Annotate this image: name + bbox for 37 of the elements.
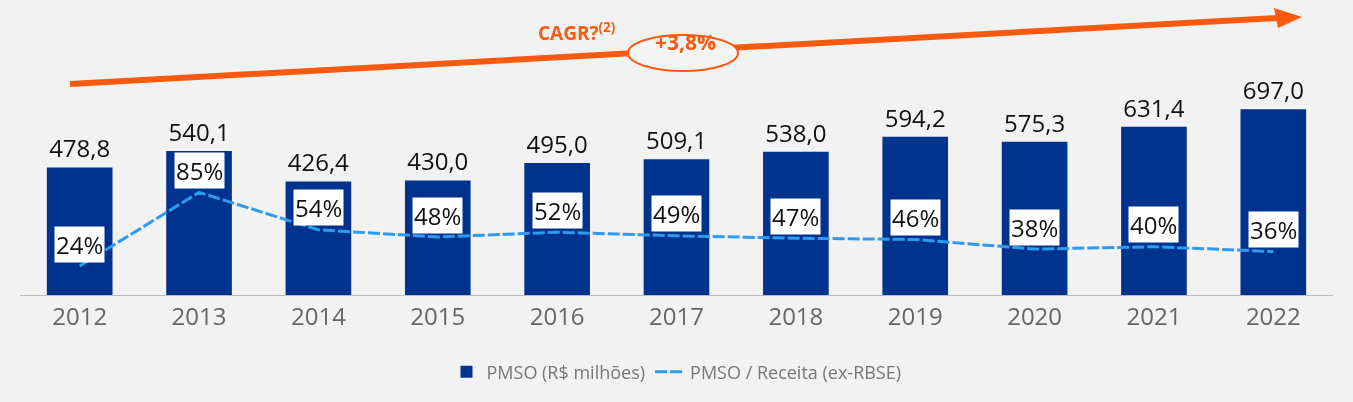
x-tick-label: 2018 xyxy=(768,298,824,332)
data-label: 24% xyxy=(56,228,104,261)
x-tick-label: 2014 xyxy=(290,298,347,332)
x-tick-label: 2020 xyxy=(1007,298,1063,332)
x-tick-label: 2019 xyxy=(887,298,943,332)
data-label: 46% xyxy=(892,201,940,234)
data-label: 47% xyxy=(772,200,820,233)
data-label: 540,1 xyxy=(168,115,230,149)
data-label: 36% xyxy=(1250,213,1298,246)
text: +3,8% xyxy=(655,28,717,56)
legend-label: PMSO / Receita (ex-RBSE) xyxy=(690,359,902,384)
data-label: 509,1 xyxy=(645,123,708,157)
legend-label: PMSO (R$ milhões) xyxy=(486,359,646,384)
data-label: 495,0 xyxy=(526,127,588,161)
data-label: 48% xyxy=(414,199,462,232)
data-label: 631,4 xyxy=(1123,90,1185,124)
x-tick-label: 2013 xyxy=(171,298,227,332)
data-label: 594,2 xyxy=(884,100,946,134)
x-tick-label: 2016 xyxy=(529,298,585,332)
data-label: 697,0 xyxy=(1242,73,1304,107)
text: CAGR?$^{(2)}$ xyxy=(538,18,616,46)
x-tick-label: 2017 xyxy=(649,298,704,332)
data-label: 38% xyxy=(1011,211,1059,244)
data-label: 52% xyxy=(534,194,582,227)
data-label: 85% xyxy=(176,154,224,187)
data-label: 430,0 xyxy=(407,144,469,178)
data-label: 426,4 xyxy=(287,145,350,179)
x-tick-label: 2015 xyxy=(410,298,466,332)
data-label: 538,0 xyxy=(765,115,827,149)
x-tick-label: 2021 xyxy=(1126,298,1182,332)
data-label: 575,3 xyxy=(1004,105,1066,139)
data-label: 40% xyxy=(1130,208,1178,241)
data-label: 49% xyxy=(653,197,701,230)
data-label: 478,8 xyxy=(49,131,111,165)
x-tick-label: 2012 xyxy=(52,298,108,332)
data-label: 54% xyxy=(295,191,343,224)
x-tick-label: 2022 xyxy=(1245,298,1301,332)
